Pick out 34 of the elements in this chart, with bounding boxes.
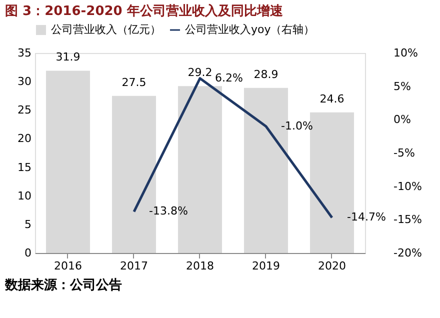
- y-tick-label: 20: [18, 132, 32, 146]
- y-tick-label: 5: [24, 218, 32, 231]
- data-label: 28.9: [254, 68, 278, 81]
- y-tick-label: 15: [18, 160, 32, 174]
- y2-tick-label: -15%: [394, 213, 422, 226]
- x-tick-label: 2018: [186, 260, 214, 272]
- source-note: 数据来源：公司公告: [4, 277, 122, 293]
- data-label: -1.0%: [281, 119, 313, 132]
- y2-tick-label: -5%: [394, 146, 415, 160]
- data-label: 29.2: [188, 66, 212, 80]
- legend-label: 公司营业收入yoy（右轴）: [185, 23, 315, 36]
- y-tick-label: 25: [18, 104, 32, 117]
- y2-tick-label: 5%: [394, 80, 411, 93]
- data-label: 24.6: [320, 92, 344, 106]
- y2-tick-label: -10%: [394, 180, 422, 193]
- x-tick-label: 2020: [318, 260, 346, 272]
- y-tick-label: 0: [24, 246, 32, 260]
- x-tick-label: 2017: [120, 260, 148, 272]
- chart-title: 图 3：2016-2020 年公司营业收入及同比增速: [5, 3, 284, 19]
- data-label: -14.7%: [347, 210, 386, 224]
- x-tick-label: 2019: [252, 260, 280, 272]
- y-tick-label: 35: [18, 46, 32, 60]
- y-tick-label: 10: [18, 189, 32, 202]
- y-tick-label: 30: [18, 75, 32, 88]
- y2-tick-label: 0%: [394, 113, 411, 126]
- data-label: -13.8%: [149, 204, 188, 218]
- y2-tick-label: 10%: [394, 46, 418, 60]
- data-label: 27.5: [122, 76, 146, 89]
- data-label: 6.2%: [215, 71, 243, 84]
- bar: [46, 70, 90, 253]
- data-label: 31.9: [56, 50, 80, 64]
- x-tick-label: 2016: [54, 260, 82, 272]
- y2-tick-label: -20%: [394, 246, 422, 260]
- legend-label: 公司营业收入（亿元）: [51, 23, 161, 36]
